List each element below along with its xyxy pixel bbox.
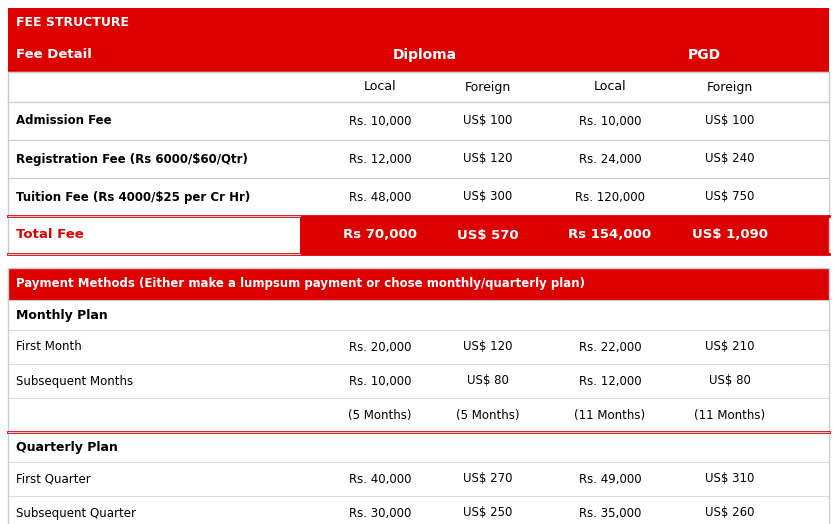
Text: US$ 240: US$ 240 (705, 152, 754, 166)
Text: First Quarter: First Quarter (16, 473, 90, 486)
FancyBboxPatch shape (8, 178, 828, 216)
FancyBboxPatch shape (8, 364, 828, 398)
FancyBboxPatch shape (8, 102, 828, 140)
FancyBboxPatch shape (8, 216, 299, 254)
FancyBboxPatch shape (8, 462, 828, 496)
Text: (11 Months): (11 Months) (573, 409, 645, 421)
Text: First Month: First Month (16, 341, 82, 354)
Text: Rs. 12,000: Rs. 12,000 (578, 375, 640, 388)
FancyBboxPatch shape (8, 300, 828, 330)
Text: US$ 300: US$ 300 (463, 191, 512, 203)
Text: Diploma: Diploma (392, 48, 456, 62)
Text: Admission Fee: Admission Fee (16, 115, 111, 127)
Text: US$ 100: US$ 100 (463, 115, 512, 127)
Text: US$ 250: US$ 250 (463, 507, 512, 519)
Text: Subsequent Quarter: Subsequent Quarter (16, 507, 135, 519)
Text: US$ 260: US$ 260 (705, 507, 754, 519)
FancyBboxPatch shape (8, 496, 828, 524)
Text: Quarterly Plan: Quarterly Plan (16, 441, 118, 453)
Text: Rs. 48,000: Rs. 48,000 (349, 191, 410, 203)
Text: Rs. 10,000: Rs. 10,000 (349, 375, 410, 388)
FancyBboxPatch shape (8, 432, 828, 462)
Text: Rs. 20,000: Rs. 20,000 (349, 341, 410, 354)
FancyBboxPatch shape (8, 140, 828, 178)
Text: Payment Methods (Either make a lumpsum payment or chose monthly/quarterly plan): Payment Methods (Either make a lumpsum p… (16, 278, 584, 290)
Text: US$ 1,090: US$ 1,090 (691, 228, 767, 242)
FancyBboxPatch shape (299, 216, 828, 254)
FancyBboxPatch shape (8, 398, 828, 432)
Text: Tuition Fee (Rs 4000/$25 per Cr Hr): Tuition Fee (Rs 4000/$25 per Cr Hr) (16, 191, 250, 203)
FancyBboxPatch shape (8, 38, 828, 72)
Text: Local: Local (593, 81, 625, 93)
Text: Rs. 35,000: Rs. 35,000 (579, 507, 640, 519)
Text: Rs. 12,000: Rs. 12,000 (349, 152, 410, 166)
FancyBboxPatch shape (8, 330, 828, 364)
Text: US$ 80: US$ 80 (708, 375, 750, 388)
Text: US$ 270: US$ 270 (462, 473, 512, 486)
Text: (5 Months): (5 Months) (348, 409, 411, 421)
Text: US$ 100: US$ 100 (705, 115, 754, 127)
Text: US$ 310: US$ 310 (705, 473, 754, 486)
Text: US$ 570: US$ 570 (456, 228, 518, 242)
Text: Registration Fee (Rs 6000/$60/Qtr): Registration Fee (Rs 6000/$60/Qtr) (16, 152, 247, 166)
Text: Rs. 40,000: Rs. 40,000 (349, 473, 410, 486)
Text: (5 Months): (5 Months) (456, 409, 519, 421)
Text: Rs 70,000: Rs 70,000 (343, 228, 416, 242)
FancyBboxPatch shape (8, 8, 828, 38)
Text: (11 Months): (11 Months) (694, 409, 765, 421)
Text: Rs 154,000: Rs 154,000 (568, 228, 650, 242)
Text: US$ 120: US$ 120 (462, 152, 512, 166)
Text: US$ 80: US$ 80 (466, 375, 508, 388)
Text: US$ 120: US$ 120 (462, 341, 512, 354)
Text: Rs. 49,000: Rs. 49,000 (578, 473, 640, 486)
Text: Subsequent Months: Subsequent Months (16, 375, 133, 388)
Text: Fee Detail: Fee Detail (16, 49, 92, 61)
Text: Total Fee: Total Fee (16, 228, 84, 242)
Text: Rs. 24,000: Rs. 24,000 (578, 152, 640, 166)
Text: US$ 210: US$ 210 (705, 341, 754, 354)
Text: Local: Local (364, 81, 395, 93)
Text: FEE STRUCTURE: FEE STRUCTURE (16, 16, 129, 29)
Text: Rs. 10,000: Rs. 10,000 (349, 115, 410, 127)
Text: Monthly Plan: Monthly Plan (16, 309, 108, 322)
Text: Foreign: Foreign (706, 81, 752, 93)
FancyBboxPatch shape (8, 72, 828, 102)
Text: US$ 750: US$ 750 (705, 191, 754, 203)
FancyBboxPatch shape (8, 268, 828, 300)
Text: PGD: PGD (687, 48, 721, 62)
Text: Foreign: Foreign (464, 81, 511, 93)
Text: Rs. 10,000: Rs. 10,000 (578, 115, 640, 127)
Text: Rs. 22,000: Rs. 22,000 (578, 341, 640, 354)
Text: Rs. 30,000: Rs. 30,000 (349, 507, 410, 519)
Text: Rs. 120,000: Rs. 120,000 (574, 191, 645, 203)
